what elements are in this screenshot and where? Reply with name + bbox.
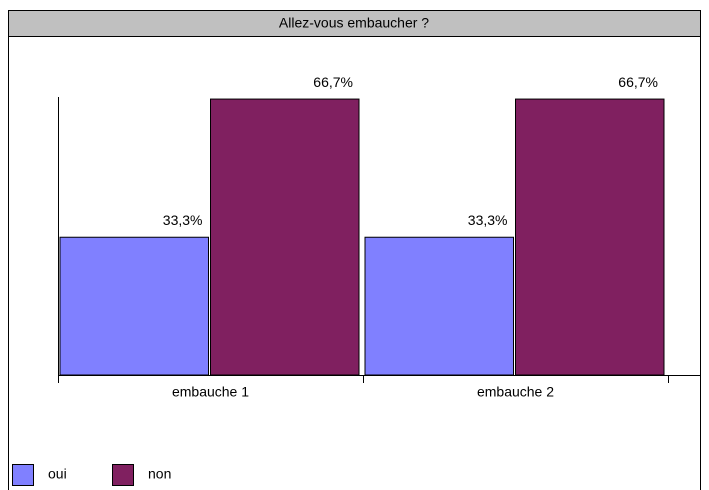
chart-title: Allez-vous embaucher ? xyxy=(279,15,429,31)
x-tick-label: embauche 2 xyxy=(477,384,554,400)
bar xyxy=(364,236,514,376)
bar xyxy=(59,236,209,376)
value-label: 66,7% xyxy=(618,74,658,90)
legend-label: oui xyxy=(48,466,67,482)
bar xyxy=(210,98,360,376)
x-tick-label: embauche 1 xyxy=(172,384,249,400)
title-bar xyxy=(8,10,701,37)
value-label: 33,3% xyxy=(163,212,203,228)
legend-swatch xyxy=(12,464,34,486)
value-label: 66,7% xyxy=(313,74,353,90)
value-label: 33,3% xyxy=(468,212,508,228)
legend-swatch xyxy=(112,464,134,486)
legend-label: non xyxy=(148,466,171,482)
bar xyxy=(515,98,665,376)
